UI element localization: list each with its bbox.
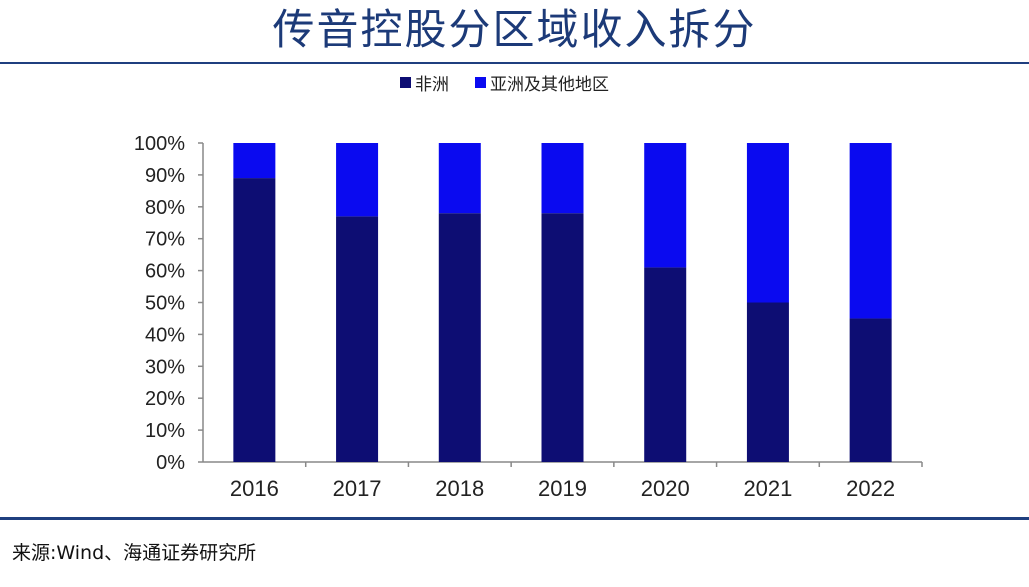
- bottom-divider: [0, 517, 1029, 520]
- x-tick-label: 2016: [230, 476, 279, 501]
- x-tick-label: 2021: [743, 476, 792, 501]
- x-tick-label: 2018: [435, 476, 484, 501]
- y-tick-label: 50%: [145, 293, 185, 315]
- y-tick-label: 0%: [156, 452, 185, 474]
- y-tick-label: 40%: [145, 324, 185, 346]
- bar-segment-asia-other-2018: [438, 143, 481, 214]
- chart-legend: 非洲 亚洲及其他地区: [400, 68, 609, 96]
- y-tick-label: 70%: [145, 229, 185, 251]
- bar-segment-africa-2020: [644, 267, 687, 462]
- x-tick-label: 2017: [333, 476, 382, 501]
- bar-segment-asia-other-2022: [849, 143, 892, 319]
- y-tick-label: 60%: [145, 261, 185, 283]
- bar-segment-asia-other-2017: [336, 143, 379, 217]
- x-tick-label: 2020: [641, 476, 690, 501]
- bar-segment-asia-other-2016: [233, 143, 276, 179]
- legend-swatch-africa: [400, 76, 411, 88]
- y-tick-label: 30%: [145, 356, 185, 378]
- bar-segment-africa-2016: [233, 178, 276, 462]
- source-note: 来源:Wind、海通证券研究所: [12, 542, 257, 564]
- legend-label-asia-other: 亚洲及其他地区: [490, 74, 609, 95]
- page-title: 传音控股分区域收入拆分: [272, 5, 757, 54]
- bar-segment-africa-2021: [746, 302, 789, 462]
- x-tick-label: 2019: [538, 476, 587, 501]
- y-tick-label: 100%: [134, 133, 185, 155]
- legend-item-africa: 非洲: [400, 70, 449, 95]
- legend-swatch-asia-other: [475, 76, 486, 88]
- bar-segment-asia-other-2020: [644, 143, 687, 268]
- y-tick-label: 20%: [145, 388, 185, 410]
- y-tick-label: 80%: [145, 197, 185, 219]
- bar-segment-africa-2019: [541, 213, 584, 462]
- bar-segment-asia-other-2019: [541, 143, 584, 214]
- legend-label-africa: 非洲: [415, 74, 449, 95]
- bar-segment-africa-2018: [438, 213, 481, 462]
- bar-segment-africa-2022: [849, 318, 892, 462]
- top-divider: [0, 62, 1029, 64]
- bar-segment-asia-other-2021: [746, 143, 789, 303]
- x-tick-label: 2022: [846, 476, 895, 501]
- y-tick-label: 90%: [145, 165, 185, 187]
- y-tick-label: 10%: [145, 420, 185, 442]
- legend-item-asia-other: 亚洲及其他地区: [475, 70, 609, 95]
- bar-segment-africa-2017: [336, 216, 379, 462]
